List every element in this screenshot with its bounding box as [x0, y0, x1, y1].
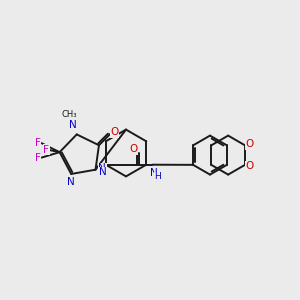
Text: N: N [100, 167, 107, 177]
Text: O: O [110, 127, 119, 137]
Text: O: O [245, 161, 254, 171]
Text: N: N [98, 163, 106, 173]
Text: H: H [154, 172, 161, 181]
Text: F: F [43, 145, 49, 155]
Text: CH₃: CH₃ [61, 110, 77, 119]
Text: N: N [150, 168, 158, 178]
Text: N: N [67, 177, 74, 188]
Text: O: O [245, 139, 254, 149]
Text: O: O [129, 144, 137, 154]
Text: F: F [35, 153, 41, 163]
Text: F: F [35, 138, 41, 148]
Text: N: N [69, 120, 77, 130]
